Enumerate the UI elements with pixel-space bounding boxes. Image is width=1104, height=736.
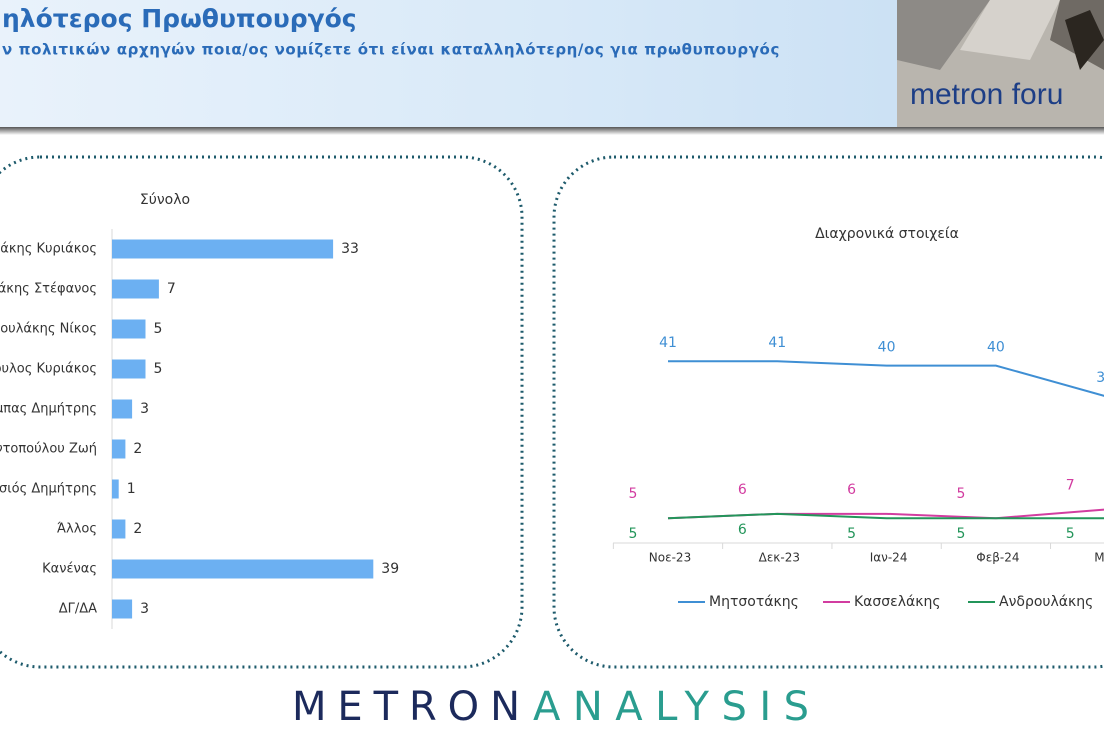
bar (112, 359, 146, 379)
legend-label: Ανδρουλάκης (999, 594, 1093, 610)
x-tick-label: Ιαν-24 (870, 551, 908, 565)
legend-label: Κασσελάκης (854, 594, 941, 610)
value-label: 33 (1096, 370, 1104, 386)
value-label: 41 (768, 335, 786, 351)
bar (112, 279, 159, 299)
value-label: 6 (738, 482, 747, 498)
line-series (667, 508, 1104, 520)
value-label: 5 (154, 361, 163, 377)
logo-shape (897, 0, 990, 70)
header-shadow (0, 127, 1104, 135)
value-label: 39 (381, 561, 399, 577)
bar (112, 519, 126, 539)
page-title: ηλότερος Πρωθυπουργός (2, 4, 357, 33)
value-label: 3 (140, 601, 149, 617)
y-tick-label: μπας Δημήτρης (0, 402, 97, 417)
panel-border (0, 155, 524, 669)
value-label: 5 (847, 526, 856, 542)
value-label: 2 (133, 441, 142, 457)
bar (112, 239, 334, 259)
y-tick-label: τσιός Δημήτρης (0, 482, 97, 497)
y-tick-label: ντοπούλου Ζωή (0, 442, 97, 457)
bar (112, 599, 133, 619)
value-label: 7 (1066, 477, 1075, 493)
bar (112, 399, 133, 419)
footer: METRON ANALYSIS (292, 684, 809, 730)
y-tick-label: ρουλάκης Νίκος (0, 322, 97, 337)
value-label: 40 (987, 340, 1005, 356)
y-tick-label: Κανένας (42, 562, 97, 577)
y-tick-label: ουλος Κυριάκος (0, 362, 97, 377)
value-label: 3 (140, 401, 149, 417)
bar (112, 319, 146, 339)
bar (112, 559, 374, 579)
brand-left: METRON (292, 684, 520, 730)
line-series (667, 512, 1104, 520)
y-tick-label: λάκης Στέφανος (0, 282, 97, 297)
line-chart: Διαχρονικά στοιχεία Νοε-23 Δεκ-23 Ιαν-24 Φε… (612, 226, 1104, 610)
y-tick-label: Άλλος (57, 522, 97, 537)
x-tick-label: Νοε-23 (649, 551, 691, 565)
value-label: 5 (956, 526, 965, 542)
value-label: 6 (738, 522, 747, 538)
y-tick-label: τάκης Κυριάκος (0, 242, 97, 257)
value-label: 6 (847, 482, 856, 498)
brand-right: ANALYSIS (533, 684, 809, 730)
value-label: 33 (341, 241, 359, 257)
logo-shape (960, 0, 1060, 60)
legend-label: Μητσοτάκης (709, 594, 799, 610)
value-label: 41 (659, 335, 677, 351)
chart-title: Διαχρονικά στοιχεία (815, 226, 959, 242)
x-tick-label: Φεβ-24 (976, 551, 1019, 565)
panel-border (552, 155, 1104, 669)
bar (112, 439, 126, 459)
value-label: 1 (127, 481, 136, 497)
page-subtitle: ν πολιτικών αρχηγών ποια/ος νομίζετε ότι… (2, 41, 780, 59)
chart-title: Σύνολο (140, 192, 190, 208)
value-label: 5 (629, 526, 638, 542)
value-label: 7 (167, 281, 176, 297)
x-tick-label: Μαρ (1094, 551, 1104, 565)
value-label: 5 (956, 486, 965, 502)
value-label: 2 (133, 521, 142, 537)
value-label: 5 (1066, 526, 1075, 542)
logo: metron foru (897, 0, 1104, 127)
logo-shape (1065, 10, 1104, 70)
value-label: 5 (154, 321, 163, 337)
bar (112, 479, 119, 499)
header: ηλότερος Πρωθυπουργός ν πολιτικών αρχηγώ… (0, 0, 1104, 135)
logo-text: metron foru (910, 78, 1063, 111)
line-series (668, 360, 1104, 397)
value-label: 5 (629, 486, 638, 502)
value-label: 40 (878, 340, 896, 356)
y-tick-label: ΔΓ/ΔΑ (59, 602, 97, 617)
x-tick-label: Δεκ-23 (759, 551, 800, 565)
